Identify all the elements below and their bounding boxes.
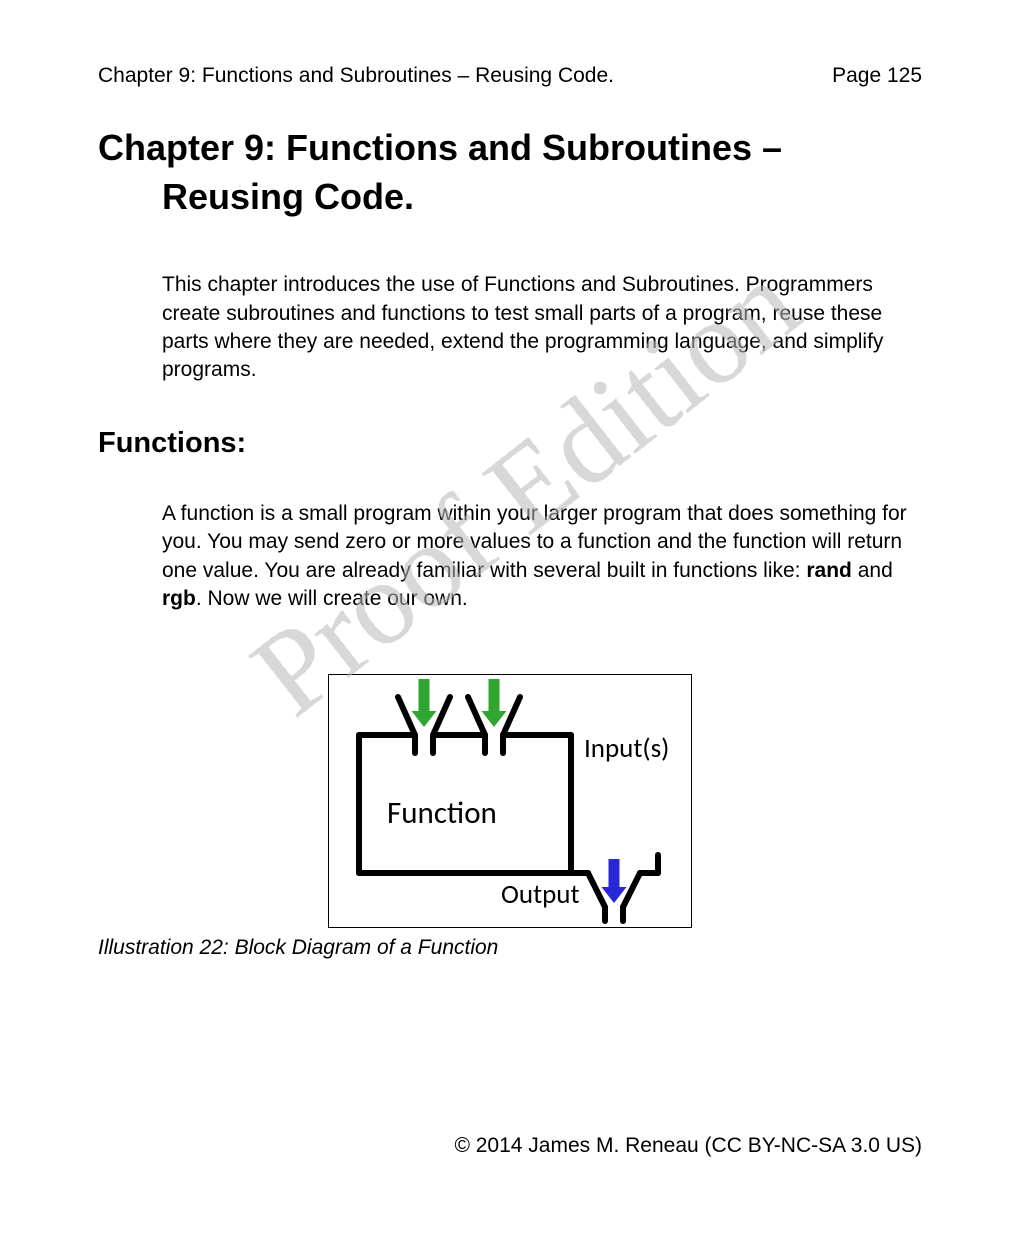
section-heading-functions: Functions: [98, 427, 922, 460]
funcs-t1: A function is a small program within you… [162, 502, 907, 582]
running-header: Chapter 9: Functions and Subroutines – R… [98, 64, 922, 88]
title-line1: Chapter 9: Functions and Subroutines – [98, 127, 782, 168]
funcs-t2: and [852, 559, 893, 582]
functions-paragraph: A function is a small program within you… [162, 500, 922, 614]
header-left: Chapter 9: Functions and Subroutines – R… [98, 64, 614, 88]
illustration-caption: Illustration 22: Block Diagram of a Func… [98, 936, 922, 960]
funcs-bold-rgb: rgb [162, 587, 196, 610]
function-block-diagram: Function Input(s) Output [329, 675, 693, 929]
page: Chapter 9: Functions and Subroutines – R… [0, 0, 1020, 1258]
illustration: Function Input(s) Output Illustration 22: … [98, 674, 922, 960]
page-footer: © 2014 James M. Reneau (CC BY-NC-SA 3.0 … [454, 1134, 922, 1158]
funcs-bold-rand: rand [806, 559, 852, 582]
header-right: Page 125 [832, 64, 922, 88]
svg-text:Output: Output [501, 878, 580, 911]
svg-text:Input(s): Input(s) [584, 732, 669, 765]
svg-text:Function: Function [387, 794, 497, 832]
intro-paragraph: This chapter introduces the use of Funct… [162, 271, 922, 384]
chapter-title: Chapter 9: Functions and Subroutines – R… [98, 124, 922, 221]
funcs-t3: . Now we will create our own. [196, 587, 468, 610]
diagram-frame: Function Input(s) Output [328, 674, 692, 928]
title-line2: Reusing Code. [98, 173, 922, 222]
